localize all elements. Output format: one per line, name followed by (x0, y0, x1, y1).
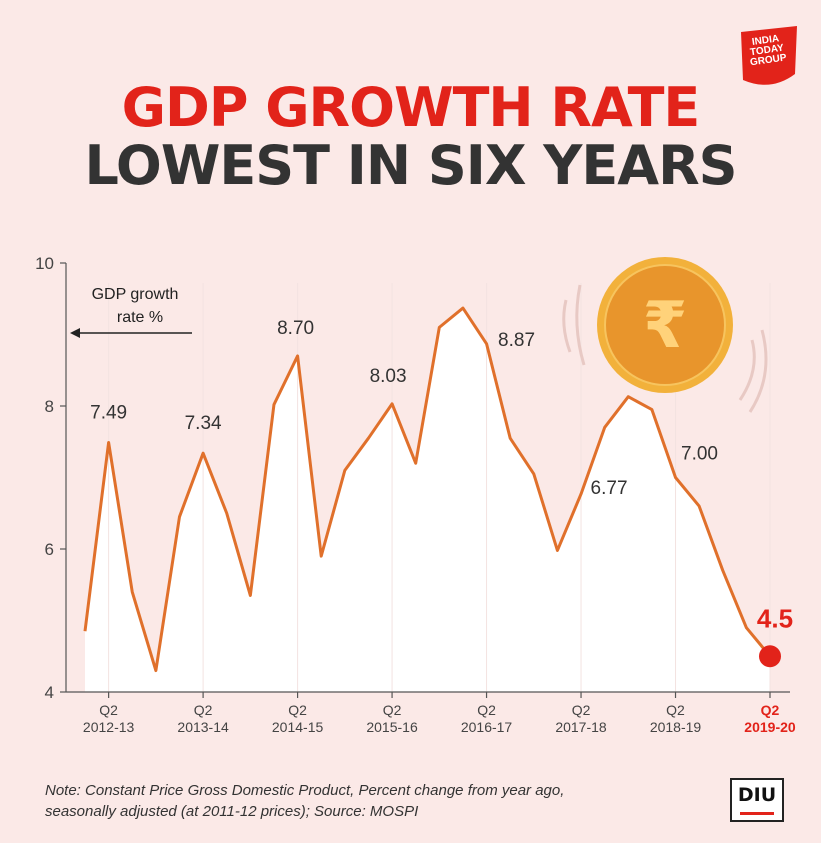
x-tick-label-quarter: Q2 (572, 702, 591, 718)
diu-badge: DIU (730, 778, 784, 822)
x-tick-label-quarter: Q2 (194, 702, 213, 718)
diu-badge-text: DIU (737, 784, 777, 806)
data-label: 7.49 (90, 402, 127, 423)
axis-note-arrow-head (70, 328, 80, 338)
motion-line-left (562, 299, 572, 353)
chart-area-fill (85, 308, 770, 692)
motion-line-right-2 (748, 329, 768, 413)
data-label: 8.03 (370, 366, 407, 387)
x-tick-label-quarter: Q2 (761, 702, 780, 718)
coin-inner (605, 265, 725, 385)
data-label: 7.34 (185, 413, 222, 434)
x-tick-label-quarter: Q2 (666, 702, 685, 718)
x-tick-label-year: 2018-19 (650, 719, 702, 735)
x-tick-label-quarter: Q2 (288, 702, 307, 718)
x-tick-label-year: 2015-16 (366, 719, 418, 735)
gdp-growth-line (83, 306, 772, 673)
rupee-symbol: ₹ (643, 289, 688, 363)
latest-point-marker (759, 645, 781, 668)
source-note: Note: Constant Price Gross Domestic Prod… (45, 780, 685, 822)
diu-badge-bar (740, 812, 774, 815)
source-note-line-1: Note: Constant Price Gross Domestic Prod… (45, 782, 565, 799)
data-label-latest: 4.5 (757, 603, 793, 633)
data-label: 8.70 (277, 318, 314, 339)
india-today-group-logo: INDIA TODAY GROUP (731, 22, 803, 94)
y-tick-label: 10 (35, 254, 54, 273)
x-tick-label-year: 2014-15 (272, 719, 324, 735)
data-label: 6.77 (591, 478, 628, 499)
coin-ring (604, 264, 726, 386)
source-note-line-2: seasonally adjusted (at 2011-12 prices);… (45, 803, 419, 820)
y-tick-label: 4 (45, 683, 54, 702)
y-axis-note-line-1: GDP growth (92, 286, 179, 303)
y-axis-note-line-2: rate % (117, 309, 163, 326)
x-tick-label-year: 2016-17 (461, 719, 513, 735)
x-tick-label-year: 2019-20 (744, 719, 796, 735)
x-tick-label-quarter: Q2 (477, 702, 496, 718)
data-label: 8.87 (498, 330, 535, 351)
title-line-1: GDP GROWTH RATE (121, 76, 701, 139)
gdp-line-chart: 46810Q22012-13Q22013-14Q22014-15Q22015-1… (35, 254, 796, 735)
data-label: 7.00 (681, 444, 718, 465)
x-tick-label-year: 2017-18 (555, 719, 607, 735)
x-tick-label-quarter: Q2 (99, 702, 118, 718)
title-line-2: LOWEST IN SIX YEARS (84, 134, 737, 197)
motion-line-right (738, 339, 756, 401)
logo-shape-icon (741, 26, 797, 85)
x-tick-label-quarter: Q2 (383, 702, 402, 718)
x-tick-label-year: 2012-13 (83, 719, 135, 735)
y-tick-label: 8 (45, 397, 54, 416)
y-tick-label: 6 (45, 540, 54, 559)
motion-line-left-2 (575, 284, 586, 366)
x-tick-label-year: 2013-14 (177, 719, 229, 735)
